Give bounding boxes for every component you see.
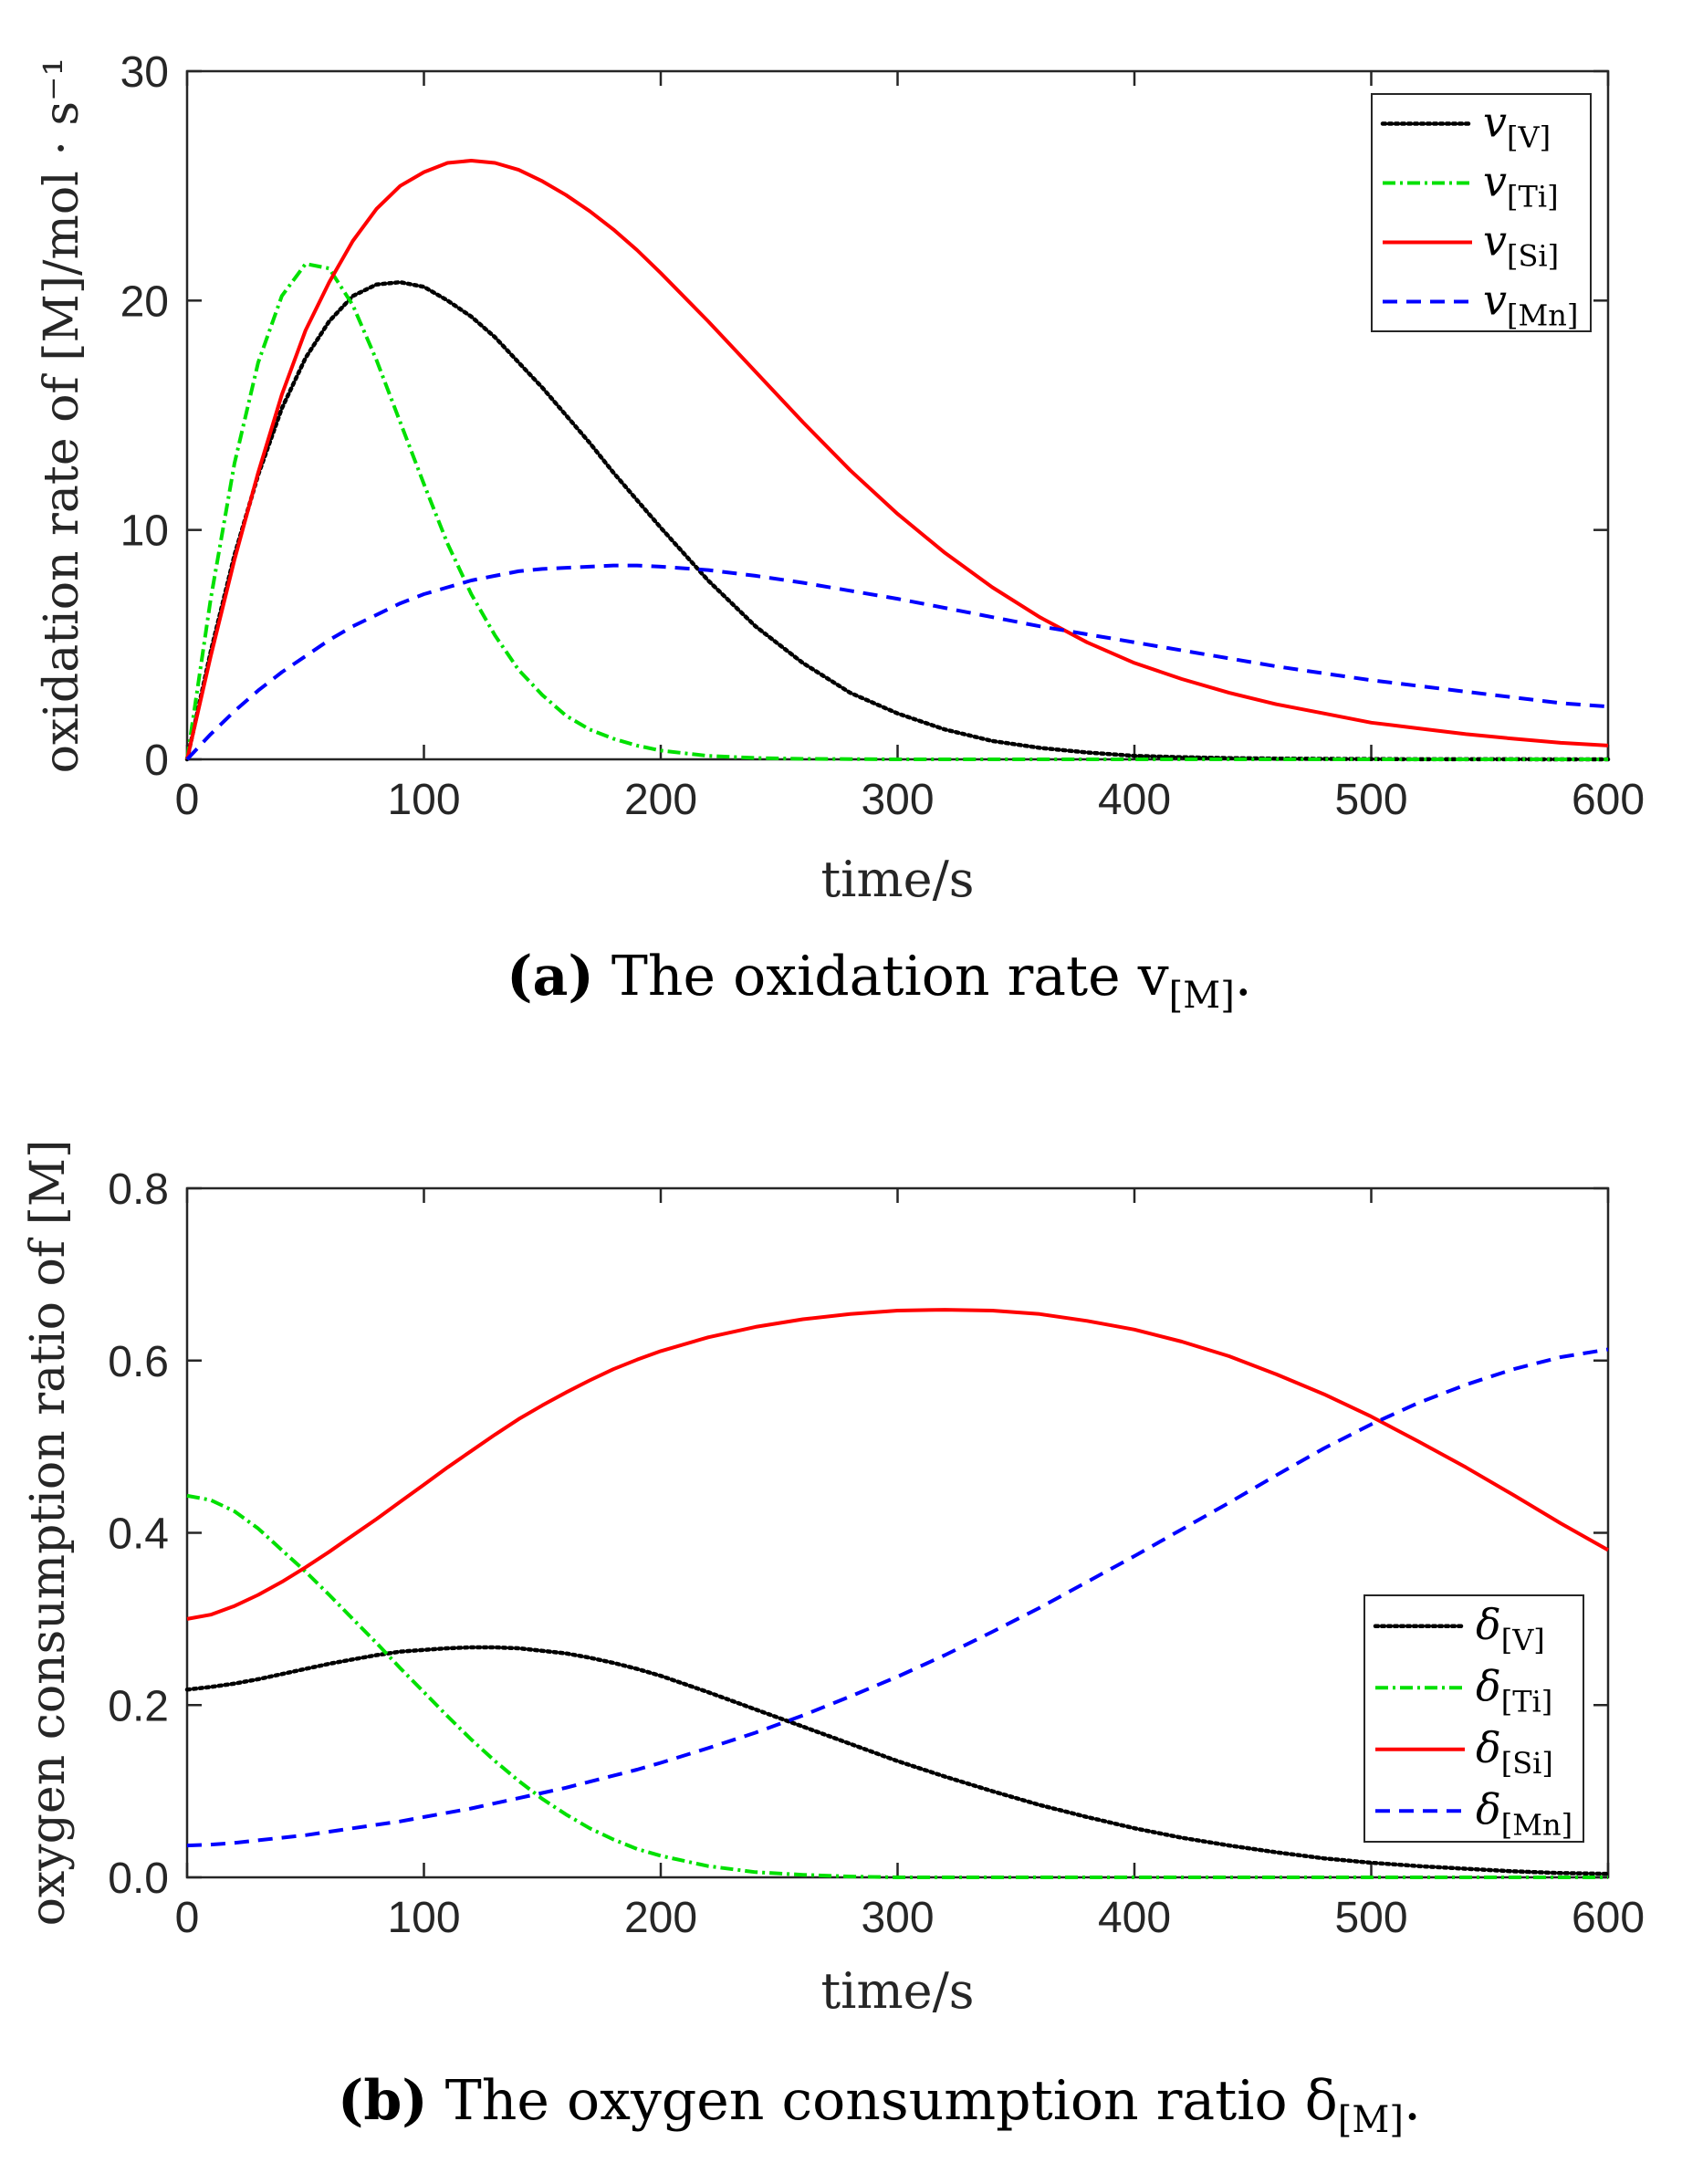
y-tick-label: 0.0 [108, 1855, 169, 1903]
series-line-ti [185, 262, 1608, 761]
caption-subscript: [M] [1338, 2099, 1404, 2141]
y-tick-label: 0.2 [108, 1682, 169, 1730]
x-tick-label: 500 [1334, 776, 1407, 824]
x-tick-label: 100 [387, 776, 460, 824]
y-tick-label: 20 [120, 277, 169, 326]
legend-symbol: v [1483, 98, 1507, 147]
legend-subscript: [Si] [1501, 1746, 1553, 1781]
y-tick-label: 0.8 [108, 1165, 169, 1214]
legend-subscript: [V] [1501, 1623, 1545, 1657]
legend-subscript: [Mn] [1501, 1807, 1572, 1842]
legend-symbol: δ [1476, 1661, 1501, 1710]
legend-entry: δ[Ti] [1476, 1661, 1552, 1719]
y-tick-label: 0.6 [108, 1338, 169, 1386]
x-tick-label: 0 [175, 776, 200, 824]
series-line-si [185, 159, 1609, 760]
legend-entry: v[V] [1483, 98, 1551, 155]
series-line-mn [185, 563, 1609, 761]
x-tick-label: 600 [1572, 1894, 1645, 1942]
legend-entry: δ[V] [1476, 1600, 1545, 1657]
legend: v[V]v[Ti]v[Si]v[Mn] [1371, 93, 1592, 333]
caption-subscript: [M] [1169, 975, 1235, 1017]
caption-suffix: . [1404, 2069, 1421, 2133]
series-line-mn [186, 1347, 1609, 1848]
series-line-si [186, 1308, 1609, 1621]
figure-caption: (b) The oxygen consumption ratio δ[M]. [338, 2069, 1421, 2141]
legend-box [1363, 1594, 1584, 1843]
caption-space [428, 2069, 445, 2133]
y-tick-label: 0 [144, 737, 169, 785]
legend-subscript: [V] [1507, 120, 1551, 155]
legend: δ[V]δ[Ti]δ[Si]δ[Mn] [1363, 1594, 1584, 1843]
chart-a: 0 100 200 300 400 500 600 0 10 20 30 time/s oxidatio… [35, 48, 1645, 1017]
caption-space [594, 945, 611, 1008]
caption-label: (b) [338, 2069, 428, 2133]
legend-entry: v[Ti] [1483, 157, 1559, 214]
x-tick-label: 200 [624, 1894, 697, 1942]
x-tick-label: 400 [1098, 1894, 1171, 1942]
x-axis-label: time/s [820, 1962, 974, 2020]
series-line-v [184, 1645, 1611, 1876]
y-tick-label: 10 [120, 507, 169, 556]
figure-caption: (a) The oxidation rate v[M]. [507, 945, 1252, 1017]
legend-box [1371, 93, 1592, 332]
legend-symbol: δ [1476, 1723, 1501, 1772]
x-tick-label: 300 [861, 776, 934, 824]
x-tick-label: 400 [1098, 776, 1171, 824]
legend-symbol: v [1483, 157, 1507, 206]
legend-subscript: [Mn] [1507, 298, 1578, 333]
legend-entry: δ[Si] [1476, 1723, 1553, 1781]
chart-b: 0 100 200 300 400 500 600 0.0 0.2 0.4 0.6 0.8 time/s… [21, 1140, 1645, 2141]
y-axis-label: oxidation rate of [M]/mol · s⁻¹ [35, 57, 89, 774]
legend-symbol: δ [1476, 1784, 1501, 1834]
legend-symbol: v [1483, 216, 1507, 266]
legend-entry: v[Mn] [1483, 276, 1578, 333]
legend-subscript: [Ti] [1507, 180, 1559, 214]
y-tick-label: 30 [120, 48, 169, 97]
series-line-ti [186, 1493, 1608, 1879]
x-tick-label: 600 [1572, 776, 1645, 824]
x-tick-label: 500 [1334, 1894, 1407, 1942]
legend-entry: δ[Mn] [1476, 1784, 1572, 1842]
legend-entry: v[Si] [1483, 216, 1559, 274]
y-axis-label: oxygen consumption ratio of [M] [21, 1140, 76, 1927]
x-tick-label: 0 [175, 1894, 200, 1942]
caption-text: The oxygen consumption ratio δ [445, 2069, 1338, 2133]
caption-label: (a) [507, 945, 594, 1008]
x-tick-label: 200 [624, 776, 697, 824]
legend-symbol: v [1483, 276, 1507, 325]
y-tick-label: 0.4 [108, 1510, 169, 1559]
x-tick-label: 300 [861, 1894, 934, 1942]
x-tick-label: 100 [387, 1894, 460, 1942]
caption-suffix: . [1235, 945, 1252, 1008]
caption-text: The oxidation rate v [611, 945, 1169, 1008]
legend-symbol: δ [1476, 1600, 1501, 1649]
legend-subscript: [Si] [1507, 239, 1559, 274]
x-axis-label: time/s [820, 851, 974, 908]
legend-subscript: [Ti] [1501, 1684, 1553, 1719]
